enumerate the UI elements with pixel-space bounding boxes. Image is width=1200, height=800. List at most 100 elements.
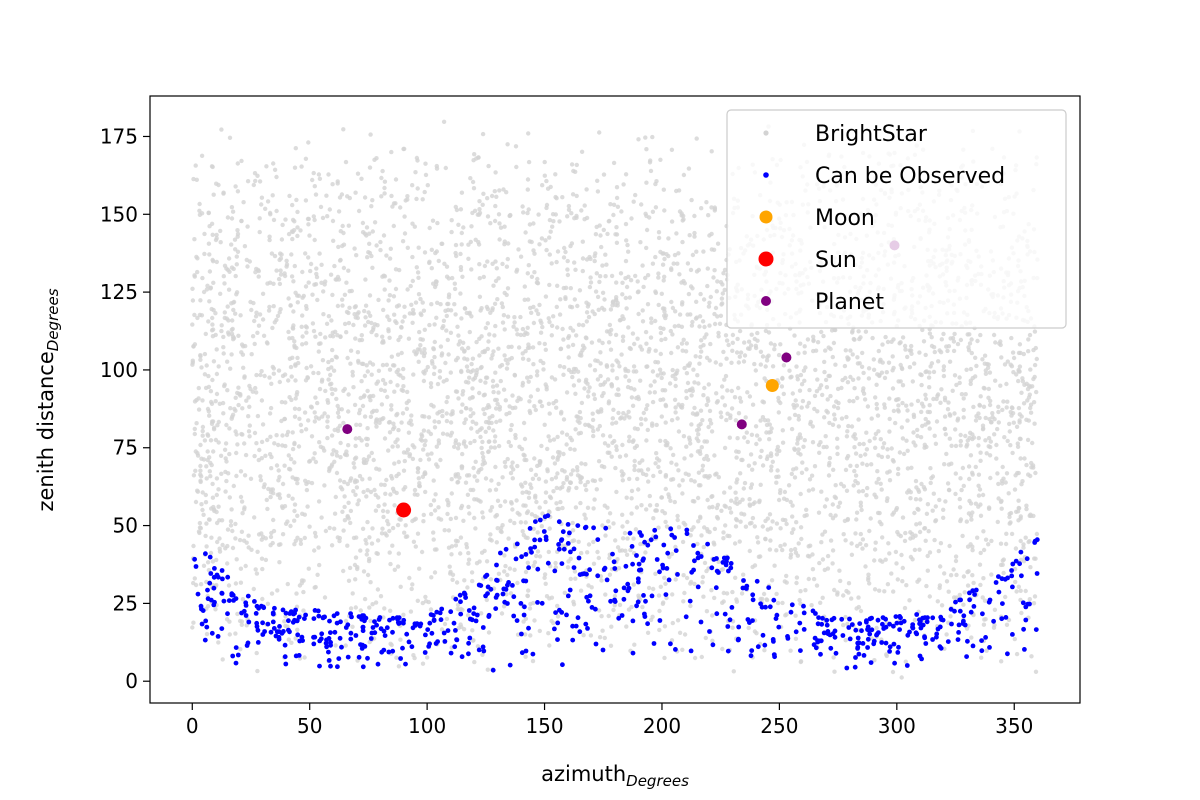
brightstar-point	[547, 217, 553, 223]
brightstar-point	[513, 144, 519, 149]
brightstar-point	[254, 372, 259, 378]
brightstar-point	[694, 136, 699, 141]
brightstar-point	[927, 403, 932, 408]
brightstar-point	[687, 435, 692, 440]
brightstar-point	[426, 599, 431, 605]
brightstar-point	[229, 205, 235, 210]
brightstar-point	[210, 481, 215, 487]
brightstar-point	[846, 423, 851, 429]
brightstar-point	[278, 256, 284, 261]
brightstar-point	[895, 577, 900, 582]
brightstar-point	[351, 461, 356, 466]
brightstar-point	[683, 349, 689, 354]
brightstar-point	[364, 233, 369, 238]
brightstar-point	[865, 485, 870, 491]
brightstar-point	[237, 618, 243, 624]
brightstar-point	[611, 202, 617, 207]
brightstar-point	[720, 395, 725, 400]
brightstar-point	[650, 261, 656, 266]
brightstar-point	[584, 300, 589, 305]
brightstar-point	[772, 342, 777, 348]
brightstar-point	[325, 424, 330, 430]
brightstar-point	[636, 137, 641, 142]
brightstar-point	[368, 414, 374, 419]
brightstar-point	[1004, 471, 1010, 476]
brightstar-point	[615, 303, 620, 308]
brightstar-point	[516, 247, 521, 252]
brightstar-point	[469, 361, 474, 367]
brightstar-point	[772, 347, 777, 352]
brightstar-point	[617, 364, 622, 369]
brightstar-point	[605, 377, 611, 382]
brightstar-point	[720, 646, 725, 652]
brightstar-point	[374, 408, 379, 413]
brightstar-point	[606, 613, 611, 619]
brightstar-point	[608, 347, 614, 352]
brightstar-point	[899, 365, 904, 371]
brightstar-point	[443, 308, 448, 313]
brightstar-point	[603, 533, 608, 538]
brightstar-point	[700, 319, 706, 324]
brightstar-point	[356, 208, 362, 214]
brightstar-point	[338, 485, 343, 490]
brightstar-point	[645, 403, 650, 408]
brightstar-point	[620, 334, 626, 339]
brightstar-point	[617, 454, 623, 459]
brightstar-point	[869, 416, 874, 421]
brightstar-point	[346, 578, 352, 583]
brightstar-point	[539, 403, 545, 409]
brightstar-point	[442, 621, 448, 627]
brightstar-point	[680, 218, 685, 223]
brightstar-point	[199, 474, 204, 479]
brightstar-point	[734, 496, 739, 501]
brightstar-point	[432, 570, 438, 575]
brightstar-point	[662, 575, 667, 580]
brightstar-point	[396, 459, 401, 465]
brightstar-point	[608, 202, 613, 207]
brightstar-point	[644, 227, 650, 233]
brightstar-point	[319, 515, 324, 520]
brightstar-point	[317, 176, 323, 181]
brightstar-point	[736, 411, 742, 416]
brightstar-point	[968, 513, 974, 518]
brightstar-point	[692, 234, 697, 239]
brightstar-point	[454, 580, 460, 585]
brightstar-point	[539, 236, 545, 241]
brightstar-point	[825, 397, 830, 402]
brightstar-point	[626, 378, 632, 383]
brightstar-point	[402, 314, 407, 319]
brightstar-point	[481, 393, 486, 398]
brightstar-point	[557, 312, 563, 317]
brightstar-point	[239, 342, 245, 347]
brightstar-point	[318, 204, 324, 210]
brightstar-point	[1024, 503, 1029, 508]
brightstar-point	[673, 544, 678, 550]
brightstar-point	[210, 334, 216, 339]
brightstar-point	[789, 471, 794, 477]
brightstar-point	[405, 197, 410, 202]
brightstar-point	[806, 488, 812, 493]
brightstar-point	[1008, 443, 1013, 448]
brightstar-point	[611, 521, 616, 526]
brightstar-point	[591, 539, 596, 545]
brightstar-point	[264, 164, 269, 169]
brightstar-point	[653, 461, 658, 466]
brightstar-point	[502, 569, 507, 574]
brightstar-point	[837, 568, 842, 573]
brightstar-point	[210, 315, 215, 321]
brightstar-point	[684, 444, 689, 449]
brightstar-point	[385, 394, 390, 400]
brightstar-point	[329, 386, 334, 392]
brightstar-point	[311, 456, 316, 461]
brightstar-point	[496, 571, 502, 576]
brightstar-point	[597, 130, 602, 135]
brightstar-point	[758, 418, 763, 423]
brightstar-point	[350, 373, 355, 378]
brightstar-point	[859, 364, 865, 369]
brightstar-point	[525, 535, 530, 541]
brightstar-point	[712, 595, 717, 601]
brightstar-point	[455, 324, 460, 329]
brightstar-point	[558, 346, 563, 352]
brightstar-point	[1000, 464, 1005, 470]
brightstar-point	[288, 456, 294, 462]
